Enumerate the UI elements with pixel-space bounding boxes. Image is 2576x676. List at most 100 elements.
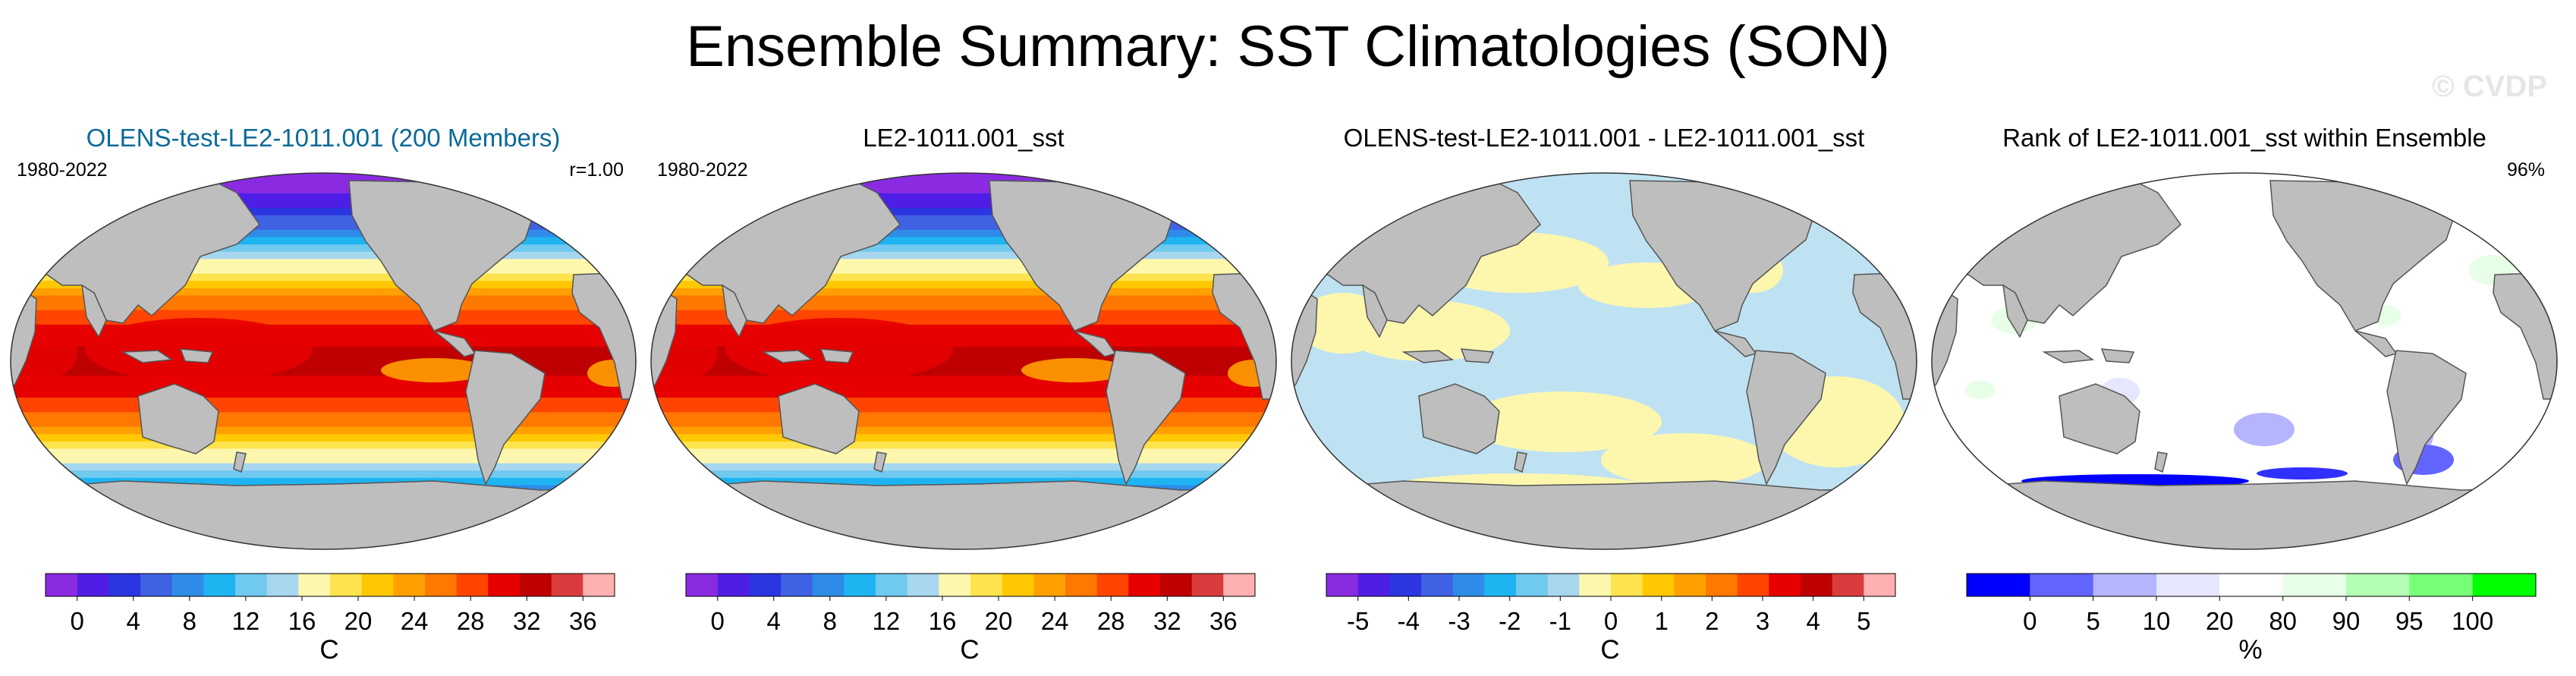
sst-band <box>651 419 1276 428</box>
sst-band <box>651 441 1276 449</box>
colorbar-tick-label: 28 <box>457 607 485 635</box>
sst-band <box>11 295 636 303</box>
land-europe <box>570 187 636 263</box>
land-greenland <box>1147 177 1211 216</box>
sst-band <box>651 426 1276 435</box>
warm-pool <box>725 318 953 382</box>
sst-band <box>651 346 1276 354</box>
sst-map <box>10 172 637 550</box>
colorbar-tick-label: 3 <box>1756 607 1769 635</box>
colorbar-swatch <box>717 574 750 596</box>
colorbar-tick-label: 24 <box>1041 607 1069 635</box>
sst-band <box>11 193 636 201</box>
map-field <box>1291 173 1917 549</box>
sst-band <box>11 339 636 347</box>
land-central-america <box>1714 330 1757 357</box>
colorbar-swatch <box>488 574 521 596</box>
colorbar: -5 -4 -3 -2 -1 0 1 2 3 4 5 C <box>1326 573 1896 665</box>
colorbar-swatch <box>2093 574 2157 596</box>
sst-band <box>11 419 636 428</box>
colorbar-swatch <box>2346 574 2410 596</box>
panel-title: OLENS-test-LE2-1011.001 (200 Members) <box>86 124 561 152</box>
land-europe <box>1851 187 1917 263</box>
sst-band <box>651 317 1276 325</box>
colorbar-tick-label: 20 <box>985 607 1013 635</box>
colorbar-swatch <box>1674 574 1706 596</box>
colorbar-swatch <box>2219 574 2283 596</box>
sst-band <box>11 346 636 354</box>
sst-band <box>651 354 1276 362</box>
colorbar-swatch <box>456 574 489 596</box>
colorbar-swatch <box>551 574 583 596</box>
colorbar-swatch <box>1389 574 1422 596</box>
sst-band <box>11 310 636 318</box>
colorbar: 0 4 8 12 16 20 24 28 32 36 C <box>685 573 1256 665</box>
difference-map <box>1291 172 1917 550</box>
sst-band <box>651 295 1276 303</box>
colorbar-tick-label: 32 <box>513 607 541 635</box>
land-australia <box>778 383 860 454</box>
sst-band <box>651 186 1276 194</box>
sst-band <box>11 448 636 457</box>
land-india <box>2002 284 2028 338</box>
sst-band <box>651 404 1276 413</box>
sst-band <box>11 368 636 376</box>
positive-anomaly <box>1601 433 1768 486</box>
colorbar-swatch <box>1579 574 1612 596</box>
warm-pool <box>85 318 313 382</box>
colorbar-swatch <box>330 574 363 596</box>
sst-band <box>651 288 1276 296</box>
positive-anomaly <box>1464 391 1662 452</box>
land-south-america <box>1746 350 1826 486</box>
map-border <box>10 172 637 550</box>
low-rank-region <box>2234 413 2294 446</box>
map-field <box>1932 173 2557 549</box>
sst-band <box>11 281 636 289</box>
colorbar-swatch <box>939 574 971 596</box>
colorbar-swatch <box>1128 574 1161 596</box>
sst-band <box>651 251 1276 259</box>
colorbar-swatch <box>1223 574 1256 596</box>
colorbar-frame <box>1966 573 2537 597</box>
cvdp-watermark: © CVDP <box>2432 70 2547 103</box>
colorbar-frame <box>685 573 1256 597</box>
sst-band <box>651 390 1276 398</box>
colorbar-tick-label: 28 <box>1097 607 1125 635</box>
land-indonesia <box>2042 350 2095 363</box>
colorbar-tick-label: 80 <box>2269 607 2297 635</box>
sst-band <box>11 412 636 420</box>
sst-band <box>11 382 636 391</box>
land-new-guinea <box>2100 348 2135 363</box>
colorbar-swatch <box>583 574 615 596</box>
colorbar-swatch <box>1065 574 1098 596</box>
map-field <box>11 173 636 549</box>
sst-band <box>11 404 636 413</box>
panel-title: OLENS-test-LE2-1011.001 - LE2-1011.001_s… <box>1343 124 1865 152</box>
sst-band <box>651 324 1276 333</box>
land-antarctica <box>651 480 1276 549</box>
colorbar-swatch <box>1516 574 1549 596</box>
colorbar-swatch <box>970 574 1003 596</box>
sst-band <box>11 259 636 267</box>
colorbar-tick-label: -5 <box>1347 607 1369 635</box>
colorbar-swatch <box>203 574 236 596</box>
sst-band <box>11 244 636 253</box>
land-india <box>81 284 107 338</box>
colorbar-tick-label: 20 <box>2206 607 2234 635</box>
land-europe <box>2491 187 2557 263</box>
land-new-zealand <box>2154 451 2168 473</box>
colorbar-tick-label: -1 <box>1549 607 1571 635</box>
colorbar-swatch <box>907 574 939 596</box>
colorbar-tick-label: 16 <box>288 607 316 635</box>
colorbar-swatch <box>2156 574 2220 596</box>
colorbar-swatch <box>1484 574 1517 596</box>
sst-band <box>651 463 1276 471</box>
sst-band <box>11 390 636 398</box>
colorbar-swatch <box>2409 574 2473 596</box>
colorbar-swatch <box>1547 574 1580 596</box>
colorbar-swatch <box>520 574 552 596</box>
land-new-zealand <box>1514 451 1527 473</box>
colorbar-units: C <box>1600 635 1619 665</box>
sst-band <box>11 273 636 281</box>
colorbar-tick-label: 2 <box>1705 607 1719 635</box>
